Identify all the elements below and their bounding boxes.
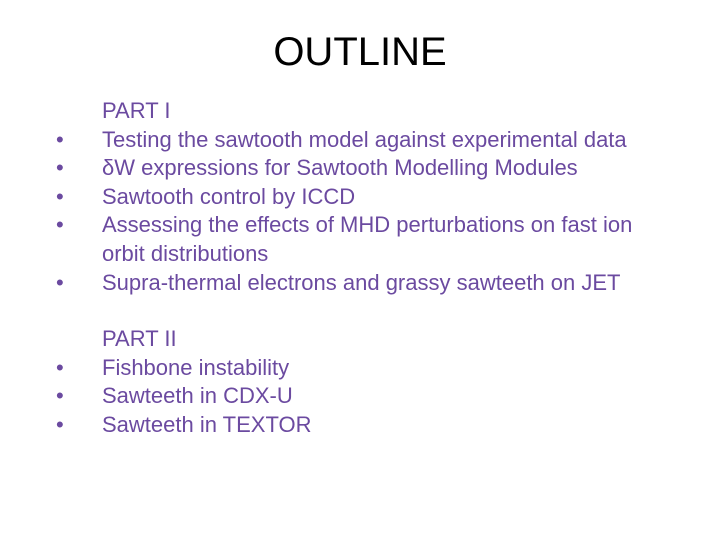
list-item: • δW expressions for Sawtooth Modelling … (40, 154, 680, 183)
bullet-text: Sawteeth in CDX-U (102, 382, 680, 411)
bullet-marker: • (40, 269, 102, 298)
bullet-marker: • (40, 382, 102, 411)
slide-title: OUTLINE (40, 30, 680, 75)
bullet-text: Sawtooth control by ICCD (102, 183, 680, 212)
bullet-marker: • (40, 183, 102, 212)
part1-header: PART I (102, 97, 680, 126)
slide-container: OUTLINE PART I • Testing the sawtooth mo… (0, 0, 720, 540)
list-item: • Supra-thermal electrons and grassy saw… (40, 269, 680, 298)
list-item: • Fishbone instability (40, 354, 680, 383)
bullet-marker: • (40, 411, 102, 440)
bullet-text: δW expressions for Sawtooth Modelling Mo… (102, 154, 680, 183)
part2-header: PART II (102, 325, 680, 354)
section-part1: PART I • Testing the sawtooth model agai… (40, 97, 680, 297)
list-item: • Sawteeth in TEXTOR (40, 411, 680, 440)
bullet-text: Fishbone instability (102, 354, 680, 383)
bullet-text: Testing the sawtooth model against exper… (102, 126, 680, 155)
bullet-marker: • (40, 126, 102, 155)
bullet-marker: • (40, 154, 102, 183)
bullet-text: Sawteeth in TEXTOR (102, 411, 680, 440)
bullet-marker: • (40, 211, 102, 240)
bullet-text: Supra-thermal electrons and grassy sawte… (102, 269, 680, 298)
list-item: • Assessing the effects of MHD perturbat… (40, 211, 680, 268)
bullet-text: Assessing the effects of MHD perturbatio… (102, 211, 680, 268)
section-part2: PART II • Fishbone instability • Sawteet… (40, 325, 680, 439)
bullet-marker: • (40, 354, 102, 383)
list-item: • Sawteeth in CDX-U (40, 382, 680, 411)
list-item: • Sawtooth control by ICCD (40, 183, 680, 212)
list-item: • Testing the sawtooth model against exp… (40, 126, 680, 155)
